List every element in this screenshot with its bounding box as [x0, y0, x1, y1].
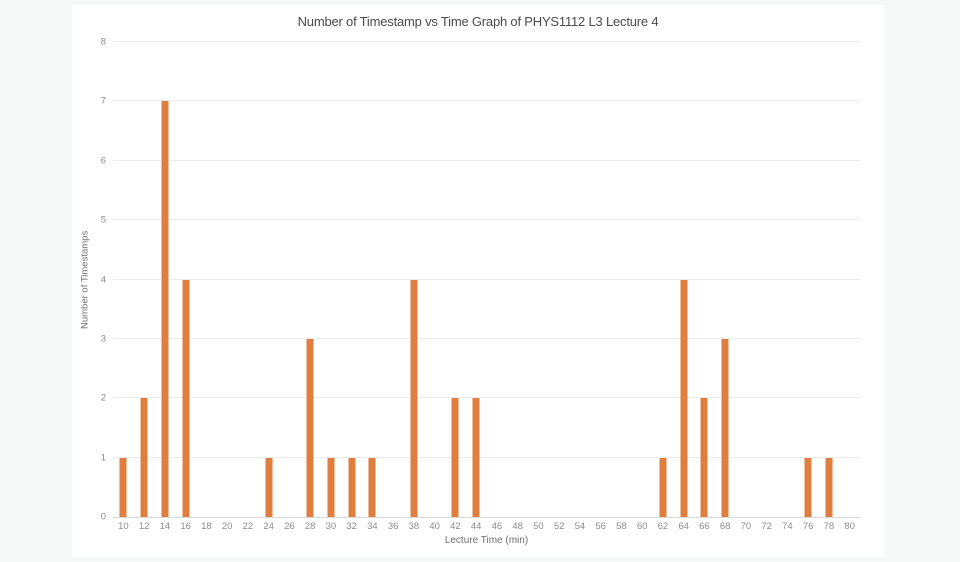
bar [140, 398, 148, 517]
bar [306, 338, 314, 517]
gridline [113, 100, 860, 102]
x-tick-label: 14 [159, 521, 171, 532]
x-tick-label: 52 [553, 521, 565, 532]
x-tick-label: 26 [284, 521, 295, 532]
y-tick-label: 8 [100, 36, 106, 48]
x-axis-line [113, 517, 860, 518]
y-tick-label: 3 [100, 333, 106, 345]
x-tick-label: 10 [118, 521, 129, 532]
x-tick-label: 60 [636, 521, 648, 532]
y-tick-label: 5 [100, 214, 106, 226]
x-tick-label: 74 [782, 521, 793, 532]
x-tick-label: 62 [657, 521, 669, 532]
gridline [113, 278, 860, 280]
x-tick-label: 18 [201, 521, 212, 532]
bar [119, 457, 127, 517]
x-tick-label: 48 [512, 521, 523, 532]
x-tick-label: 38 [408, 521, 420, 532]
chart-title: Number of Timestamp vs Time Graph of PHY… [297, 14, 659, 29]
bar [410, 279, 418, 517]
x-tick-label: 28 [304, 521, 316, 532]
gridline [113, 397, 860, 399]
plot-area [113, 41, 860, 518]
x-tick-label: 30 [325, 521, 337, 532]
bar [161, 101, 169, 517]
chart-card: Number of Timestamp vs Time Graph of PHY… [72, 5, 884, 557]
y-tick-label: 6 [100, 155, 106, 167]
x-tick-label: 80 [844, 521, 855, 532]
gridline [113, 337, 860, 339]
y-tick-label: 0 [100, 511, 106, 523]
bar [804, 457, 812, 517]
bar [700, 398, 708, 517]
x-tick-label: 22 [242, 521, 254, 532]
x-tick-label: 66 [699, 521, 710, 532]
x-tick-label: 56 [595, 521, 606, 532]
bar [265, 457, 273, 517]
x-tick-label: 54 [574, 521, 586, 532]
bar [721, 338, 729, 517]
x-axis-tick-labels: 10 12 14 16 18 20 22 24 26 28 30 32 34 36 38 40 42 44 46 48… [113, 521, 860, 533]
x-tick-label: 50 [533, 521, 544, 532]
y-tick-label: 7 [100, 95, 106, 107]
x-tick-label: 32 [346, 521, 357, 532]
gridline [113, 219, 860, 221]
x-axis-title: Lecture Time (min) [444, 535, 529, 546]
gridline [113, 456, 860, 458]
bar [368, 457, 376, 517]
y-tick-label: 2 [100, 392, 106, 404]
x-tick-label: 20 [221, 521, 233, 532]
x-tick-label: 24 [263, 521, 274, 532]
gridline [113, 41, 860, 42]
x-tick-label: 46 [491, 521, 503, 532]
x-tick-label: 42 [450, 521, 461, 532]
x-tick-label: 58 [616, 521, 627, 532]
x-tick-label: 68 [719, 521, 731, 532]
y-tick-label: 4 [100, 274, 106, 285]
bar [348, 457, 356, 517]
x-tick-label: 36 [387, 521, 399, 532]
bar [825, 457, 833, 517]
x-tick-label: 12 [138, 521, 150, 532]
bar [680, 279, 688, 517]
bar [182, 279, 190, 517]
bar [659, 457, 667, 517]
x-tick-label: 78 [823, 521, 835, 532]
x-tick-label: 64 [678, 521, 689, 532]
gridline [113, 159, 860, 161]
x-tick-label: 40 [429, 521, 440, 532]
x-tick-label: 72 [761, 521, 772, 532]
bar [472, 398, 480, 517]
x-tick-label: 70 [740, 521, 752, 532]
x-tick-label: 76 [802, 521, 814, 532]
x-tick-label: 34 [367, 521, 378, 532]
x-tick-label: 16 [180, 521, 191, 532]
bar [327, 457, 335, 517]
y-axis-tick-labels: 0 1 2 3 4 5 6 7 8 [72, 37, 106, 523]
x-tick-label: 44 [470, 521, 482, 532]
bar [451, 398, 459, 517]
y-tick-label: 1 [100, 452, 106, 464]
